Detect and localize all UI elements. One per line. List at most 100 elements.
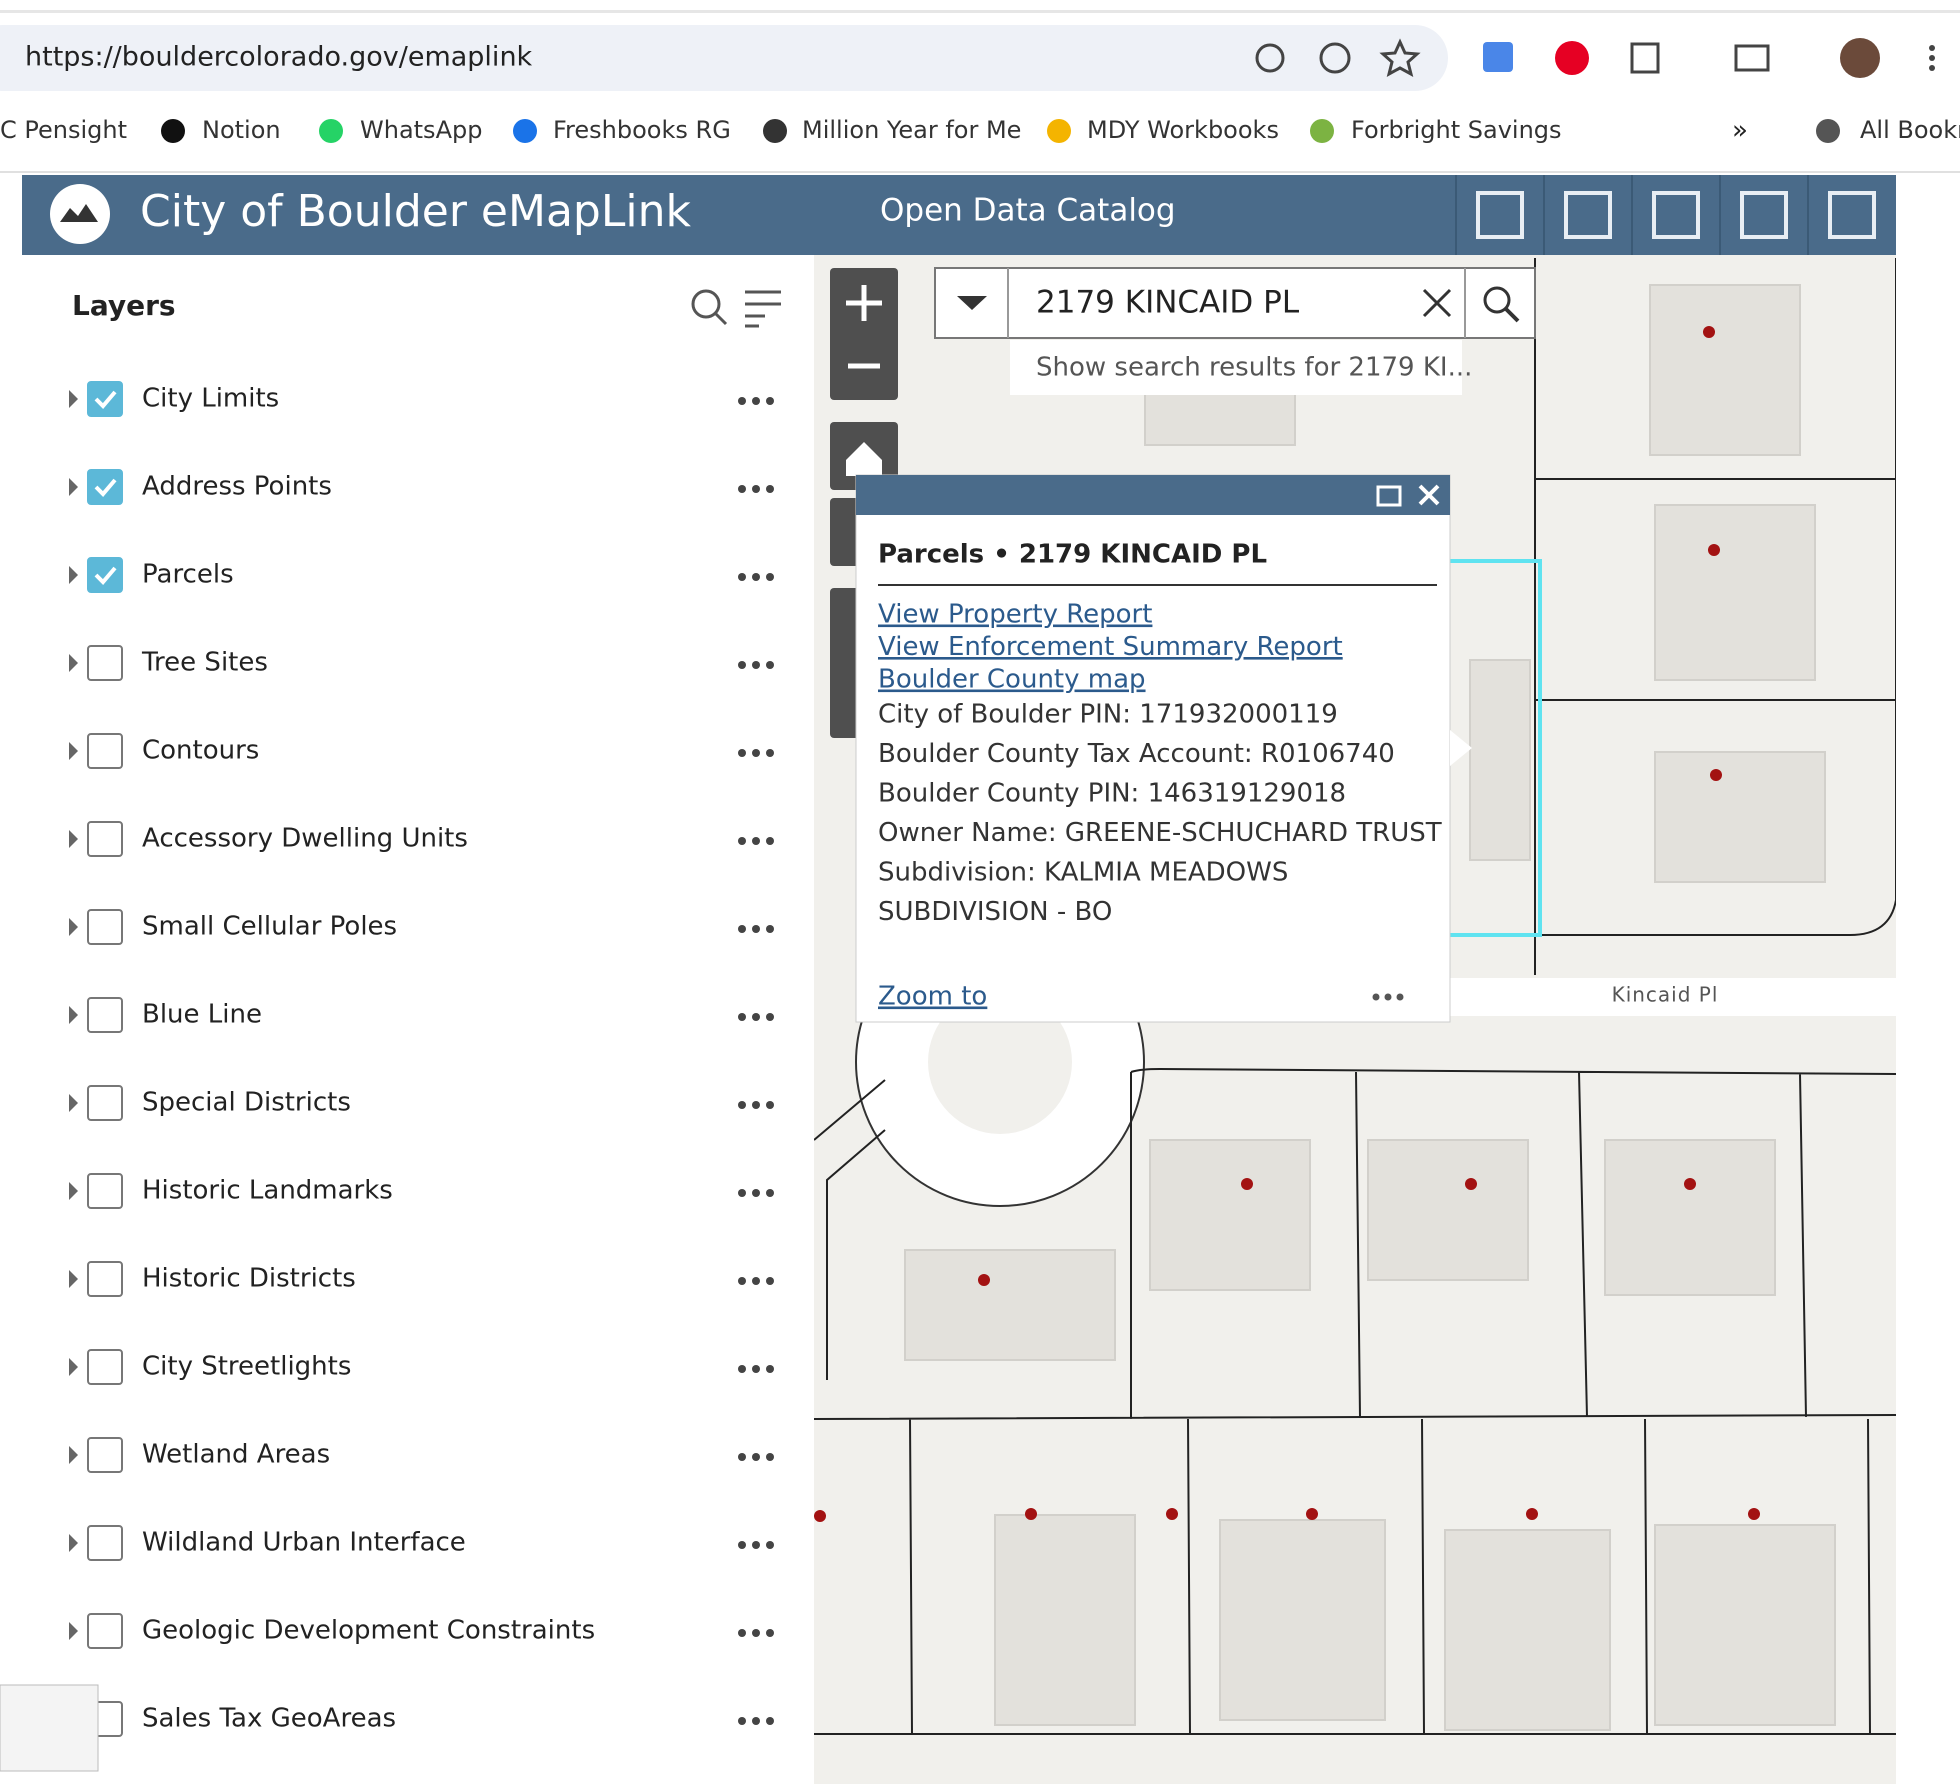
search-suggestion-box[interactable] [1010,340,1462,395]
bookmark[interactable]: WhatsApp [360,116,482,144]
layer-menu-dot[interactable] [738,661,746,669]
address-point[interactable] [814,1510,826,1522]
layer-menu-dot[interactable] [738,1717,746,1725]
expand-arrow[interactable] [69,478,78,496]
zoom-icon[interactable] [1255,43,1285,73]
expand-arrow[interactable] [69,1182,78,1200]
layer-menu-dot[interactable] [752,661,760,669]
expand-arrow[interactable] [69,1270,78,1288]
layer-menu-dot[interactable] [738,1013,746,1021]
popup-link[interactable]: Boulder County map [878,665,1146,695]
more-bookmarks[interactable]: » [1732,116,1748,146]
layer-menu-dot[interactable] [752,1189,760,1197]
pinterest-icon[interactable] [1555,41,1589,75]
layer-menu-dot[interactable] [752,837,760,845]
layer-menu-dot[interactable] [766,1277,774,1285]
layer-menu-dot[interactable] [766,1717,774,1725]
star-icon[interactable] [1379,38,1421,77]
layer-menu-dot[interactable] [752,1013,760,1021]
layer-menu-dot[interactable] [752,397,760,405]
close-popup[interactable] [1418,484,1440,506]
layer-checkbox[interactable] [87,1437,123,1473]
search-source-dropdown[interactable] [957,296,987,310]
layer-checkbox[interactable] [87,997,123,1033]
layer-menu-dot[interactable] [752,573,760,581]
layer-menu-dot[interactable] [738,573,746,581]
layer-checkbox[interactable] [87,469,123,505]
layer-filter[interactable] [745,290,781,328]
header-tool[interactable] [1740,191,1788,239]
address-point[interactable] [1748,1508,1760,1520]
layer-menu-dot[interactable] [766,573,774,581]
bookmark[interactable]: MDY Workbooks [1087,116,1279,144]
layer-menu-dot[interactable] [752,1453,760,1461]
address-bar[interactable] [0,25,1448,91]
layer-menu-dot[interactable] [738,1277,746,1285]
layer-checkbox[interactable] [87,1349,123,1385]
address-point[interactable] [1526,1508,1538,1520]
layer-search[interactable] [691,289,721,319]
popup-more[interactable] [1372,993,1404,1001]
layer-checkbox[interactable] [87,733,123,769]
layer-checkbox[interactable] [87,909,123,945]
address-point[interactable] [1710,769,1722,781]
layer-menu-dot[interactable] [738,1541,746,1549]
layer-menu-dot[interactable] [752,1365,760,1373]
header-tool[interactable] [1476,191,1524,239]
layer-menu-dot[interactable] [738,1101,746,1109]
layer-menu-dot[interactable] [738,397,746,405]
layer-menu-dot[interactable] [752,1717,760,1725]
layer-menu-dot[interactable] [752,1629,760,1637]
layer-menu-dot[interactable] [738,1629,746,1637]
profile-icon[interactable] [1840,38,1880,78]
bookmark[interactable]: C Pensight [0,116,127,144]
layer-menu-dot[interactable] [752,485,760,493]
bookmark[interactable]: Notion [202,116,281,144]
address-point[interactable] [1708,544,1720,556]
expand-arrow[interactable] [69,1446,78,1464]
address-point[interactable] [1166,1508,1178,1520]
layer-menu-dot[interactable] [766,1629,774,1637]
expand-arrow[interactable] [69,918,78,936]
translate-icon[interactable] [1483,42,1513,72]
search-button[interactable] [1483,286,1511,314]
layer-menu-dot[interactable] [766,837,774,845]
layer-menu-dot[interactable] [738,1189,746,1197]
bookmark[interactable]: Freshbooks RG [553,116,731,144]
address-point[interactable] [1306,1508,1318,1520]
address-point[interactable] [1241,1178,1253,1190]
layer-checkbox[interactable] [87,557,123,593]
cast-icon[interactable] [1734,44,1770,72]
layer-menu-dot[interactable] [738,749,746,757]
eye-icon[interactable] [1319,42,1351,74]
header-tool[interactable] [1828,191,1876,239]
layer-menu-dot[interactable] [752,1277,760,1285]
address-point[interactable] [1025,1508,1037,1520]
expand-arrow[interactable] [69,566,78,584]
search-suggestion[interactable]: Show search results for 2179 KI... [1036,353,1472,383]
clear-search[interactable] [1422,288,1452,318]
layer-menu-dot[interactable] [766,749,774,757]
layer-checkbox[interactable] [87,1173,123,1209]
layer-menu-dot[interactable] [752,925,760,933]
popup-link[interactable]: View Enforcement Summary Report [878,632,1343,662]
layer-menu-dot[interactable] [752,1541,760,1549]
expand-arrow[interactable] [69,742,78,760]
layer-checkbox[interactable] [87,1613,123,1649]
layer-menu-dot[interactable] [738,837,746,845]
popup-link[interactable]: View Property Report [878,600,1152,630]
layer-menu-dot[interactable] [766,1541,774,1549]
expand-arrow[interactable] [69,654,78,672]
address-point[interactable] [1703,326,1715,338]
expand-arrow[interactable] [69,390,78,408]
layer-menu-dot[interactable] [766,1013,774,1021]
expand-arrow[interactable] [69,830,78,848]
layer-menu-dot[interactable] [752,1101,760,1109]
layer-menu-dot[interactable] [766,1365,774,1373]
layer-menu-dot[interactable] [752,749,760,757]
address-point[interactable] [1465,1178,1477,1190]
layer-menu-dot[interactable] [766,1101,774,1109]
extensions-icon[interactable] [1630,42,1660,74]
layer-checkbox[interactable] [87,1525,123,1561]
layer-menu-dot[interactable] [766,661,774,669]
